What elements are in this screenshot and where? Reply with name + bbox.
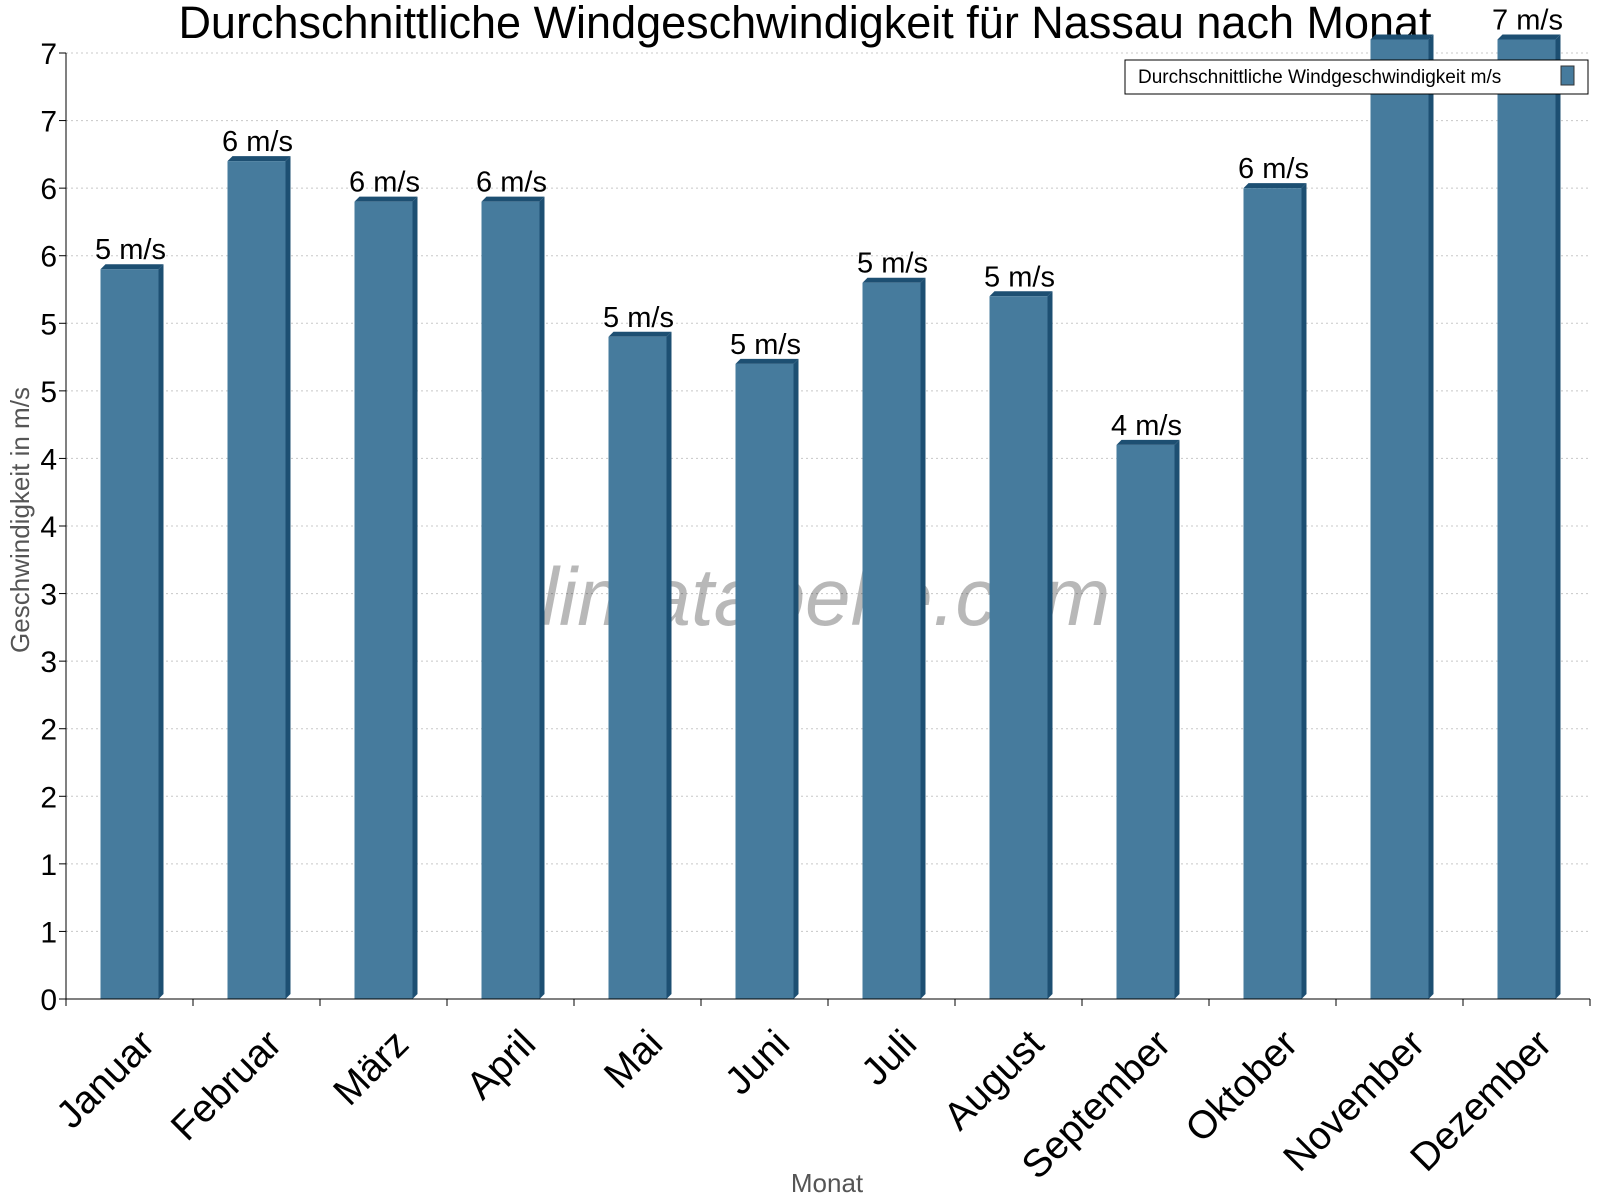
bar-top bbox=[608, 331, 672, 337]
bar-side bbox=[1174, 439, 1180, 999]
bar-value-label: 5 m/s bbox=[984, 261, 1055, 293]
y-tick-label: 6 bbox=[40, 173, 57, 206]
bar-top bbox=[862, 277, 926, 283]
grid-lines bbox=[66, 52, 1590, 932]
y-axis-label: Geschwindigkeit in m/s bbox=[5, 387, 35, 653]
bar-top bbox=[1116, 439, 1180, 445]
bar-side bbox=[1047, 291, 1053, 999]
bar-side bbox=[793, 358, 799, 999]
bar bbox=[1370, 39, 1429, 999]
bar-value-label: 5 m/s bbox=[95, 234, 166, 266]
legend-label: Durchschnittliche Windgeschwindigkeit m/… bbox=[1138, 67, 1501, 88]
bar-top bbox=[354, 196, 418, 202]
bars bbox=[100, 34, 1561, 1000]
x-tick-label: Februar bbox=[163, 1022, 290, 1149]
bar-side bbox=[285, 156, 291, 1000]
bar bbox=[1497, 39, 1556, 999]
bar bbox=[989, 296, 1048, 999]
bar-value-label: 6 m/s bbox=[1238, 153, 1309, 185]
bar-value-label: 5 m/s bbox=[857, 248, 928, 280]
y-tick-label: 3 bbox=[40, 579, 57, 612]
bar-top bbox=[227, 156, 291, 162]
y-tick-label: 5 bbox=[40, 308, 57, 341]
bar bbox=[1116, 444, 1175, 999]
bar-top bbox=[735, 358, 799, 364]
bar bbox=[227, 161, 286, 1000]
y-axis-ticks: 0 1 1 2 2 3 3 4 4 5 5 6 6 7 7 bbox=[40, 38, 66, 1017]
bar-top bbox=[100, 264, 164, 270]
x-axis-label: Monat bbox=[791, 1168, 864, 1198]
bar-side bbox=[1555, 34, 1561, 999]
y-tick-label: 1 bbox=[40, 916, 57, 949]
bar bbox=[354, 201, 413, 999]
x-tick-label: Januar bbox=[48, 1022, 163, 1137]
bar-value-label: 6 m/s bbox=[476, 167, 547, 199]
x-tick-label: Oktober bbox=[1178, 1022, 1307, 1151]
bar bbox=[1243, 188, 1302, 1000]
x-tick-label: April bbox=[459, 1022, 545, 1108]
bar-top bbox=[1243, 183, 1307, 189]
y-tick-label: 4 bbox=[40, 511, 57, 544]
bar-value-label: 5 m/s bbox=[603, 302, 674, 334]
y-tick-label: 3 bbox=[40, 646, 57, 679]
x-tick-label: Mai bbox=[596, 1022, 671, 1097]
bar-value-label: 4 m/s bbox=[1111, 410, 1182, 442]
bar bbox=[862, 282, 921, 999]
bar-top bbox=[1497, 34, 1561, 40]
x-tick-label: August bbox=[936, 1022, 1052, 1138]
legend: Durchschnittliche Windgeschwindigkeit m/… bbox=[1124, 59, 1589, 95]
bar-side bbox=[1428, 34, 1434, 999]
legend-box bbox=[1124, 59, 1589, 95]
y-tick-label: 2 bbox=[40, 781, 57, 814]
legend-swatch bbox=[1560, 65, 1575, 86]
y-tick-label: 1 bbox=[40, 849, 57, 882]
bar-side bbox=[666, 331, 672, 999]
bar-side bbox=[412, 196, 418, 999]
bar bbox=[735, 363, 794, 999]
y-tick-label: 7 bbox=[40, 106, 57, 139]
x-tick-label: März bbox=[325, 1022, 417, 1114]
bar-top bbox=[481, 196, 545, 202]
bar-value-label: 5 m/s bbox=[730, 329, 801, 361]
bar-top bbox=[1370, 34, 1434, 40]
y-tick-label: 2 bbox=[40, 714, 57, 747]
y-tick-label: 7 bbox=[40, 38, 57, 71]
x-tick-label: Juni bbox=[717, 1022, 798, 1103]
y-tick-label: 5 bbox=[40, 376, 57, 409]
x-axis-ticks: Januar Februar März April Mai Juni Juli AugustS… bbox=[48, 999, 1591, 1188]
chart-title: Durchschnittliche Windgeschwindigkeit fü… bbox=[178, 0, 1432, 48]
bar bbox=[100, 269, 159, 999]
bar-side bbox=[1301, 183, 1307, 1000]
x-tick-label: Juli bbox=[853, 1022, 925, 1094]
bar-side bbox=[539, 196, 545, 999]
bar-value-label: 7 m/s bbox=[1492, 4, 1563, 36]
bar bbox=[608, 336, 667, 999]
y-tick-label: 0 bbox=[40, 984, 57, 1017]
bar-value-label: 6 m/s bbox=[222, 126, 293, 158]
y-tick-label: 6 bbox=[40, 241, 57, 274]
bar-side bbox=[920, 277, 926, 999]
y-tick-label: 4 bbox=[40, 443, 57, 476]
bar-value-labels: 5 m/s 6 m/s 6 m/s 6 m/s 5 m/s 5 m/s 5 m/s 5 m/s… bbox=[95, 4, 1563, 441]
bar-side bbox=[158, 264, 164, 999]
bar bbox=[481, 201, 540, 999]
bar-top bbox=[989, 291, 1053, 297]
bar-value-label: 6 m/s bbox=[349, 167, 420, 199]
